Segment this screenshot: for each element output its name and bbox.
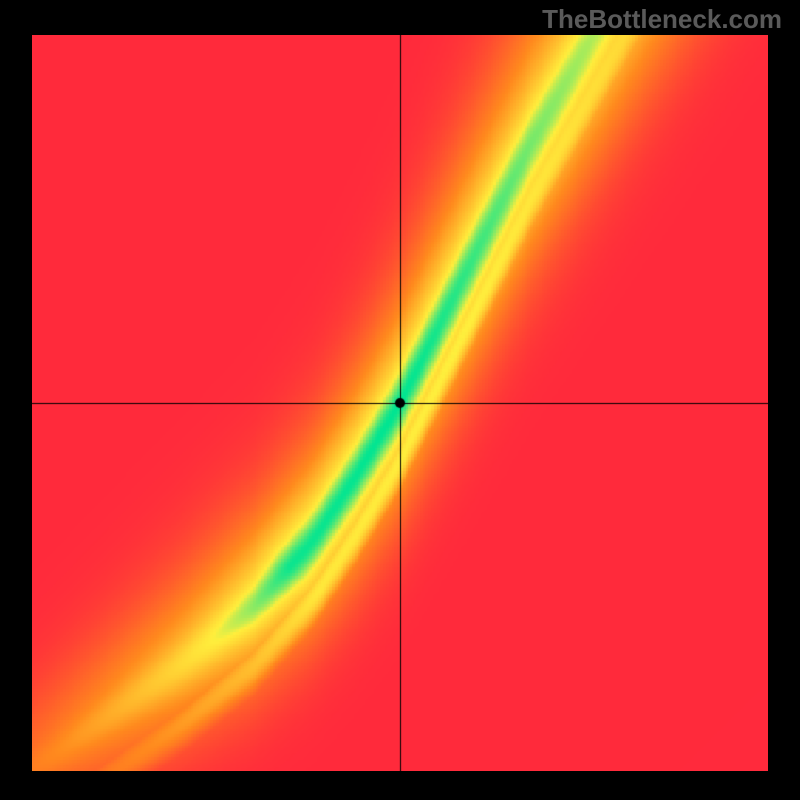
watermark-text: TheBottleneck.com (542, 4, 782, 35)
bottleneck-heatmap (32, 35, 768, 771)
chart-container: TheBottleneck.com (0, 0, 800, 800)
